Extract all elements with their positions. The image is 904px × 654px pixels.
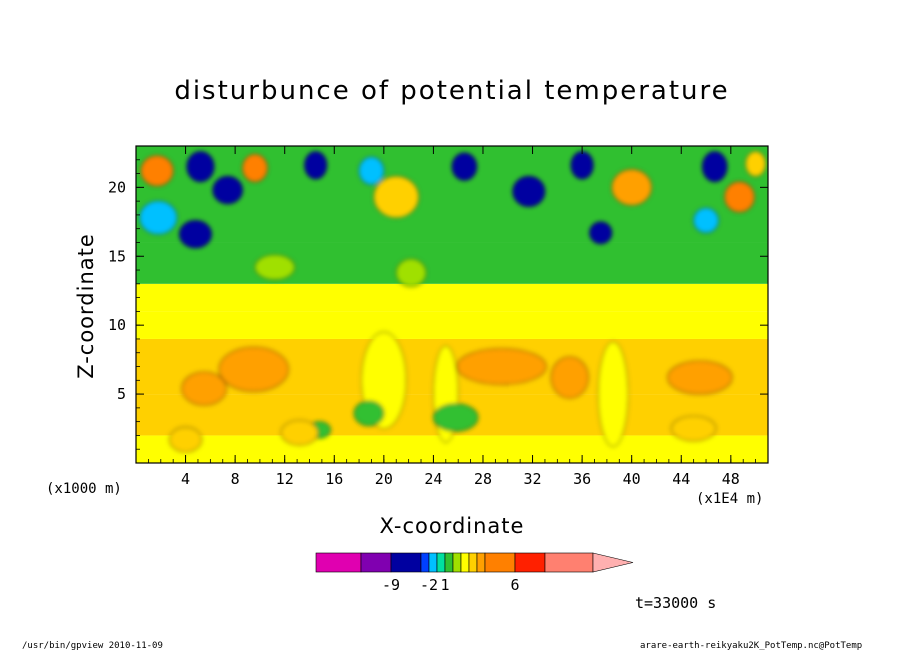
colorbar-cell xyxy=(444,552,454,573)
colorbar-cell xyxy=(514,552,546,573)
field-blob xyxy=(304,151,328,180)
field-blob xyxy=(212,175,243,205)
footer-right-label: arare-earth-reikyaku2K_PotTemp.nc@PotTem… xyxy=(640,641,863,651)
field-blob-group xyxy=(139,151,766,453)
field-blob xyxy=(701,151,728,183)
field-blob xyxy=(254,254,296,281)
field-blob xyxy=(178,220,212,249)
field-blob xyxy=(433,403,479,432)
y-tick-label: 5 xyxy=(117,385,126,403)
field-layer xyxy=(136,146,768,463)
field-blob xyxy=(597,341,629,447)
field-band xyxy=(136,283,768,312)
colorbar-arrow xyxy=(592,552,634,573)
colorbar-cell xyxy=(460,552,470,573)
colorbar-cell xyxy=(544,552,594,573)
field-blob xyxy=(456,348,547,385)
field-blob xyxy=(218,346,289,392)
field-blob xyxy=(693,207,719,234)
x-unit-left-label: (x1000 m) xyxy=(46,481,122,497)
time-label: t=33000 s xyxy=(635,594,717,612)
field-band xyxy=(136,435,768,463)
colorbar-tick-label: 6 xyxy=(510,576,519,594)
colorbar-cell xyxy=(484,552,516,573)
x-axis-label: X-coordinate xyxy=(379,514,525,538)
colorbar-tick-label: -2 xyxy=(420,576,438,594)
field-blob xyxy=(745,151,766,177)
colorbar-cell xyxy=(420,552,430,573)
field-blob xyxy=(242,153,268,183)
field-blob xyxy=(589,221,613,245)
colorbar-cell xyxy=(476,552,486,573)
colorbar-tick-label: -9 xyxy=(382,576,400,594)
x-tick-label: 12 xyxy=(276,470,294,488)
field-blob xyxy=(611,169,652,206)
field-blob xyxy=(140,155,174,187)
field-blob xyxy=(353,400,385,427)
x-tick-label: 8 xyxy=(231,470,240,488)
field-blob xyxy=(670,415,717,442)
colorbar-tick-label: 1 xyxy=(440,576,449,594)
x-unit-right-label: (x1E4 m) xyxy=(696,491,764,507)
x-tick-label: 16 xyxy=(325,470,343,488)
field-band xyxy=(136,311,768,339)
x-tick-label: 4 xyxy=(181,470,190,488)
field-blob xyxy=(181,371,227,406)
x-tick-label: 32 xyxy=(524,470,542,488)
field-blob xyxy=(280,419,319,446)
footer-left-label: /usr/bin/gpview 2010-11-09 xyxy=(22,641,163,651)
field-blob xyxy=(139,200,178,235)
x-tick-label: 44 xyxy=(672,470,690,488)
field-blob xyxy=(512,175,546,208)
field-blob xyxy=(395,258,427,287)
colorbar-cell xyxy=(436,552,446,573)
y-tick-label: 10 xyxy=(108,316,126,334)
y-tick-label: 20 xyxy=(108,178,126,196)
x-tick-label: 48 xyxy=(722,470,740,488)
field-blob xyxy=(451,152,478,181)
field-blob xyxy=(550,356,589,399)
plot-frame xyxy=(135,145,769,464)
x-tick-label: 20 xyxy=(375,470,393,488)
field-blob xyxy=(724,181,755,213)
colorbar-cell xyxy=(452,552,462,573)
chart-title: disturbunce of potential temperature xyxy=(174,76,730,106)
x-tick-label: 28 xyxy=(474,470,492,488)
colorbar-cell xyxy=(390,552,422,573)
field-blob xyxy=(667,360,733,395)
x-tick-label: 24 xyxy=(424,470,442,488)
field-band xyxy=(136,242,768,284)
x-tick-label: 40 xyxy=(623,470,641,488)
x-tick-label: 36 xyxy=(573,470,591,488)
colorbar-cell xyxy=(428,552,438,573)
field-blob xyxy=(373,175,419,219)
field-blob xyxy=(186,151,215,183)
colorbar-cell xyxy=(468,552,478,573)
field-blob xyxy=(169,426,203,453)
colorbar-cell xyxy=(360,552,392,573)
y-tick-label: 15 xyxy=(108,247,126,265)
field-blob xyxy=(358,156,385,185)
colorbar-cell xyxy=(315,552,362,573)
